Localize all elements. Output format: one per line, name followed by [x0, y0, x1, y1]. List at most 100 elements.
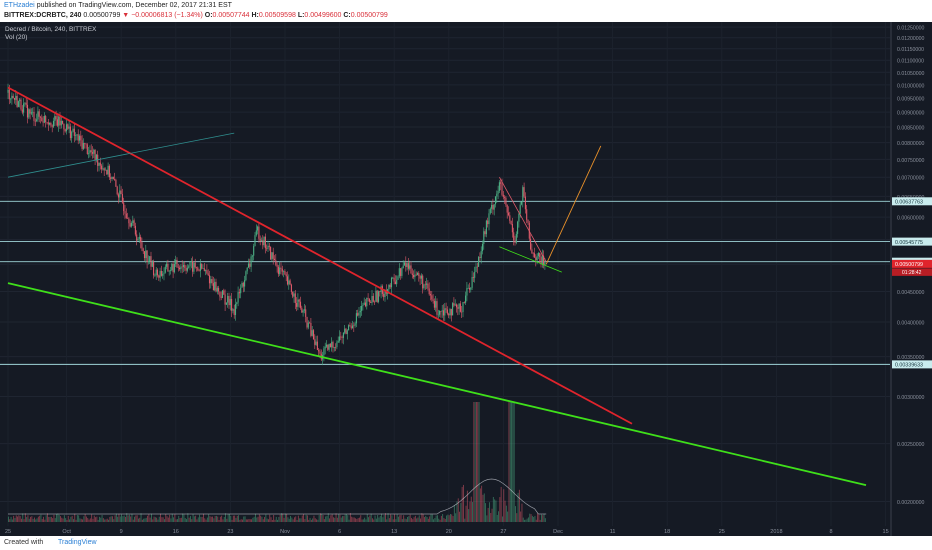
volume-bar: [205, 519, 207, 522]
volume-bar: [161, 517, 163, 522]
candle-body: [124, 211, 126, 214]
candle-body: [375, 290, 377, 302]
volume-bar: [95, 517, 96, 522]
volume-bar: [44, 519, 46, 522]
volume-bar: [199, 514, 200, 522]
volume-bar: [463, 484, 464, 522]
candle-body: [146, 250, 148, 262]
candle-body: [188, 266, 190, 268]
candle-body: [133, 220, 135, 226]
candle-body: [158, 275, 160, 278]
volume-bar: [503, 489, 505, 522]
y-tick-label: 0.00350000: [897, 355, 925, 361]
candle-body: [238, 292, 240, 294]
volume-bar: [65, 518, 67, 522]
tradingview-logo[interactable]: TradingView: [58, 539, 97, 546]
volume-bar: [173, 517, 174, 522]
candle-body: [286, 276, 289, 285]
candle-body: [77, 134, 79, 141]
volume-bar: [48, 516, 50, 522]
y-tick-label: 0.01250000: [897, 26, 925, 32]
candle-body: [259, 238, 261, 241]
x-tick-label: 9: [120, 529, 123, 535]
candle-body: [415, 274, 417, 276]
author-link[interactable]: ETHzadei: [4, 2, 35, 9]
volume-bar: [145, 517, 147, 522]
candle-body: [351, 325, 354, 329]
volume-bar: [342, 516, 343, 522]
volume-bar: [379, 515, 381, 522]
volume-bar: [414, 515, 416, 522]
volume-bar: [57, 513, 59, 522]
volume-bar: [309, 517, 311, 522]
volume-bar: [30, 516, 31, 522]
created-with-text: Created with: [4, 539, 44, 546]
volume-bar: [378, 517, 380, 522]
volume-bar: [286, 513, 288, 522]
candle-body: [410, 265, 412, 274]
volume-bar: [41, 519, 43, 522]
candle-body: [293, 293, 295, 297]
candle-body: [23, 103, 25, 113]
candle-body: [413, 274, 415, 278]
volume-bar: [312, 518, 314, 522]
volume-bar: [512, 402, 514, 522]
volume-bar: [73, 519, 74, 522]
volume-bar: [248, 518, 250, 522]
trendline-green-support: [7, 282, 867, 487]
candle-body: [129, 223, 131, 227]
candle-body: [383, 293, 385, 298]
y-tick-label: 0.00300000: [897, 395, 925, 401]
price-chart[interactable]: 0.01250000 0.01200000 0.01150000 0.01100000…: [0, 22, 932, 536]
x-tick-label: Dec: [553, 529, 563, 535]
candle-body: [169, 270, 172, 271]
candle-body: [90, 150, 92, 153]
volume-bar: [197, 517, 199, 522]
candle-body: [121, 194, 123, 203]
volume-bar: [19, 516, 21, 522]
volume-bar: [156, 517, 158, 522]
x-tick-label: 20: [446, 529, 452, 535]
volume-bar: [158, 516, 160, 522]
volume-bar: [126, 513, 128, 522]
volume-bar: [56, 513, 57, 522]
candle-body: [108, 165, 110, 178]
candle-body: [491, 204, 493, 209]
candle-body: [43, 116, 45, 123]
volume-bar: [395, 519, 397, 522]
candle-body: [47, 122, 49, 125]
candle-body: [328, 343, 330, 350]
volume-bar: [235, 517, 237, 522]
candle-body: [159, 270, 161, 278]
candle-body: [231, 298, 233, 311]
high-label: H:: [251, 12, 259, 19]
candle-body: [211, 279, 213, 284]
volume-bar: [266, 518, 268, 522]
volume-bar: [516, 513, 518, 522]
volume-bar: [505, 505, 507, 522]
chart-area[interactable]: 0.01250000 0.01200000 0.01150000 0.01100000…: [0, 22, 932, 536]
candle-body: [384, 290, 386, 298]
volume-bar: [135, 515, 137, 522]
volume-bar: [515, 506, 516, 522]
candle-body: [123, 202, 125, 212]
volume-bar: [443, 517, 445, 522]
candle-body: [518, 213, 520, 222]
candle-body: [25, 102, 27, 105]
candle-body: [329, 343, 331, 348]
volume-bar: [464, 518, 466, 522]
candle-body: [376, 290, 378, 302]
price-label-box: [892, 360, 932, 369]
y-tick-label: 0.00950000: [897, 97, 925, 103]
candle-body: [544, 261, 546, 266]
volume-bar: [28, 518, 30, 522]
candle-body: [29, 109, 31, 114]
volume-bar: [87, 518, 89, 522]
candle-body: [241, 282, 243, 288]
volume-bar: [208, 514, 210, 522]
volume-bar: [300, 518, 302, 522]
candle-body: [207, 273, 209, 276]
candle-body: [145, 250, 147, 259]
candle-body: [225, 302, 227, 305]
candle-body: [519, 204, 521, 214]
